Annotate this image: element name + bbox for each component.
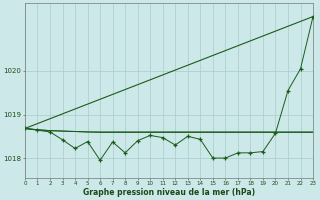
X-axis label: Graphe pression niveau de la mer (hPa): Graphe pression niveau de la mer (hPa) [83, 188, 255, 197]
